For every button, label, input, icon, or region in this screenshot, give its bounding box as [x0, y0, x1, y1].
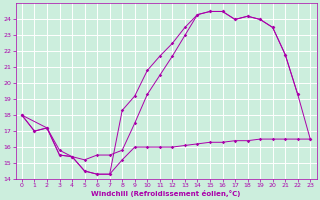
X-axis label: Windchill (Refroidissement éolien,°C): Windchill (Refroidissement éolien,°C): [92, 190, 241, 197]
